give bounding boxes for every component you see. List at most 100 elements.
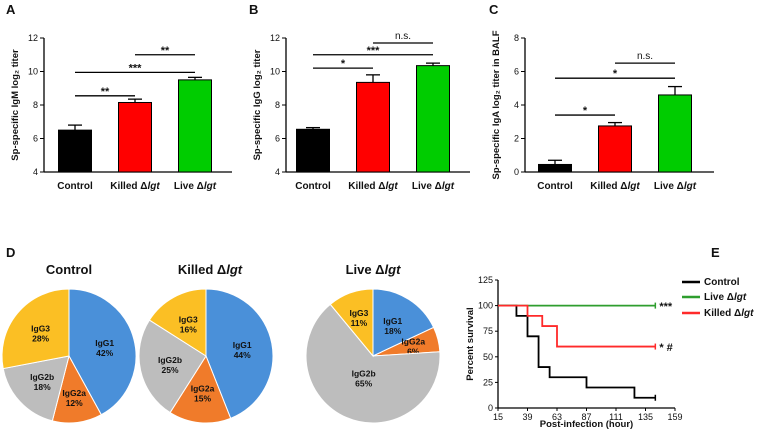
panel-label-d: D (6, 245, 15, 260)
panel-label-e: E (711, 245, 720, 260)
significance-label: n.s. (395, 31, 411, 42)
pie-title-text: Control (46, 262, 92, 277)
legend-label-text: Killed Δ (704, 308, 741, 319)
category-label-text: Control (537, 181, 573, 192)
survival-chart: 0 25 50 75 100 125 15 39 63 87 111 135 159 Percent su… (465, 275, 754, 430)
y-tick-label: 4 (514, 100, 519, 110)
bar (296, 128, 330, 173)
significance-label: ** (101, 86, 110, 98)
legend-label-italic: lgt (734, 292, 747, 303)
panel-label-c: C (489, 2, 499, 17)
bar (118, 101, 152, 173)
y-tick-label: 6 (275, 134, 280, 144)
category-label-italic: lgt (147, 181, 160, 192)
x-tick-label: 135 (638, 412, 653, 422)
pie-title: Killed Δlgt (178, 262, 243, 277)
slice-name: IgG2b (352, 369, 376, 379)
x-tick-label: 39 (522, 412, 532, 422)
x-tick-label: 111 (609, 412, 623, 422)
x-tick-label: 159 (667, 412, 682, 422)
slice-percent: 65% (355, 379, 372, 389)
pie-slice (2, 355, 70, 422)
bar (658, 94, 692, 173)
slice-percent: 44% (234, 350, 251, 360)
y-axis-label: Sp-specific IgA log₂ titer in BALF (491, 30, 502, 179)
category-label-text: Killed Δ (348, 181, 385, 192)
y-tick-label: 8 (275, 100, 280, 110)
bar-chart-b: 4 6 8 10 12 Sp-specific IgG log₂ titer Control… (252, 31, 470, 192)
significance-label: * (341, 58, 346, 70)
significance-label: * (613, 68, 618, 80)
pie-slice (68, 288, 137, 416)
bar (538, 163, 572, 173)
pie-title-text: Killed Δ (178, 262, 226, 277)
y-tick-label: 50 (483, 352, 493, 362)
category-label-italic: lgt (385, 181, 398, 192)
y-tick-label: 75 (483, 326, 493, 336)
y-tick-label: 4 (275, 167, 280, 177)
bar-chart-a: 4 6 8 10 12 Sp-specific IgM log₂ titer Control… (10, 33, 232, 192)
y-axis-label: Percent survival (465, 307, 476, 380)
panel-label-a: A (6, 2, 16, 17)
pie-slice (138, 319, 207, 414)
x-tick-label: 87 (581, 412, 591, 422)
bar (58, 129, 92, 173)
x-axis-label: Post-infection (hour) (540, 419, 633, 430)
slice-name: IgG2a (401, 337, 425, 347)
pie-slice (372, 288, 435, 357)
category-label: Control (537, 181, 573, 192)
slice-name: IgG2b (158, 355, 182, 365)
y-tick-label: 10 (270, 67, 280, 77)
pie-charts: Control IgG1 42% IgG2a 12% IgG2b 18% IgG3 28% Kil… (1, 262, 441, 424)
category-label: Killed Δlgt (590, 181, 640, 192)
survival-line (498, 304, 656, 348)
slice-percent: 6% (407, 347, 420, 357)
category-label: Live Δlgt (174, 181, 217, 192)
slice-name: IgG3 (349, 308, 368, 318)
pie-slice (1, 288, 70, 370)
bar (356, 81, 390, 173)
significance-label: *** (367, 45, 381, 57)
legend-label-text: Live Δ (704, 292, 734, 303)
pie-title-italic: lgt (385, 262, 402, 277)
slice-percent: 18% (384, 326, 401, 336)
y-tick-label: 0 (488, 403, 493, 413)
x-tick-label: 15 (493, 412, 503, 422)
y-tick-label: 2 (514, 134, 519, 144)
category-label-text: Killed Δ (110, 181, 147, 192)
pie-title-text: Live Δ (346, 262, 385, 277)
category-label: Control (295, 181, 331, 192)
category-label-italic: lgt (684, 181, 697, 192)
significance-label: * (583, 105, 588, 117)
legend-label: Live Δlgt (704, 292, 747, 303)
category-label-text: Live Δ (174, 181, 204, 192)
y-tick-label: 4 (33, 167, 38, 177)
category-label: Live Δlgt (412, 181, 455, 192)
significance-label: *** (129, 62, 143, 74)
y-tick-label: 6 (33, 134, 38, 144)
legend-label-italic: lgt (741, 308, 754, 319)
y-tick-label: 10 (28, 67, 38, 77)
y-tick-label: 100 (478, 301, 493, 311)
pie-slice (148, 288, 207, 357)
slice-name: IgG1 (383, 316, 402, 326)
slice-percent: 42% (96, 348, 113, 358)
category-label-text: Live Δ (412, 181, 442, 192)
slice-percent: 12% (66, 398, 83, 408)
y-tick-label: 125 (478, 275, 493, 285)
category-label: Killed Δlgt (110, 181, 160, 192)
category-label: Control (57, 181, 93, 192)
slice-name: IgG3 (179, 315, 198, 325)
slice-percent: 16% (180, 325, 197, 335)
series-annotation: * # (659, 342, 672, 354)
significance-label: n.s. (637, 51, 653, 62)
y-tick-label: 8 (33, 100, 38, 110)
slice-percent: 28% (32, 334, 49, 344)
y-tick-label: 25 (483, 377, 493, 387)
y-tick-label: 6 (514, 67, 519, 77)
category-label-italic: lgt (442, 181, 455, 192)
y-tick-label: 8 (514, 33, 519, 43)
panel-label-b: B (249, 2, 258, 17)
slice-name: IgG1 (233, 340, 252, 350)
